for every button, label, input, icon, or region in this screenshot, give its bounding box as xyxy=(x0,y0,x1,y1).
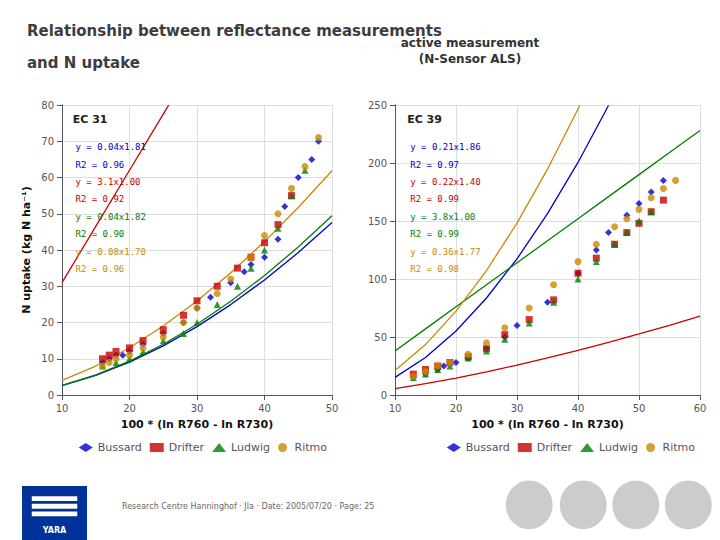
svg-text:10: 10 xyxy=(41,353,54,364)
svg-text:30: 30 xyxy=(191,403,204,414)
svg-text:active measurement: active measurement xyxy=(400,36,540,50)
svg-text:R2 = 0.99: R2 = 0.99 xyxy=(410,194,459,204)
svg-text:40: 40 xyxy=(258,403,271,414)
svg-text:R2 = 0.98: R2 = 0.98 xyxy=(410,264,459,274)
svg-text:80: 80 xyxy=(41,100,54,111)
svg-text:0: 0 xyxy=(48,390,54,401)
svg-text:R2 = 0.90: R2 = 0.90 xyxy=(76,229,125,239)
svg-text:Ludwig: Ludwig xyxy=(599,441,638,454)
svg-text:N uptake (kg N ha⁻¹): N uptake (kg N ha⁻¹) xyxy=(20,186,33,314)
svg-text:and N uptake: and N uptake xyxy=(27,54,140,72)
svg-text:R2 = 0.99: R2 = 0.99 xyxy=(410,229,459,239)
svg-text:R2 = 0.96: R2 = 0.96 xyxy=(76,264,125,274)
svg-text:Drifter: Drifter xyxy=(169,441,205,454)
svg-text:20: 20 xyxy=(123,403,136,414)
svg-text:y = 3.1x1.00: y = 3.1x1.00 xyxy=(76,177,141,187)
svg-text:Drifter: Drifter xyxy=(537,441,573,454)
svg-text:30: 30 xyxy=(511,403,524,414)
svg-text:y = 0.04x1.82: y = 0.04x1.82 xyxy=(76,212,146,222)
svg-text:R2 = 0.92: R2 = 0.92 xyxy=(76,194,125,204)
svg-text:150: 150 xyxy=(368,216,387,227)
svg-text:y = 3.8x1.00: y = 3.8x1.00 xyxy=(410,212,475,222)
svg-text:0: 0 xyxy=(381,390,387,401)
svg-text:EC 39: EC 39 xyxy=(407,113,442,126)
svg-text:10: 10 xyxy=(56,403,69,414)
svg-text:Relationship between reflectan: Relationship between reflectance measure… xyxy=(27,22,442,40)
svg-text:70: 70 xyxy=(41,136,54,147)
svg-text:100 * (ln R760 - ln R730): 100 * (ln R760 - ln R730) xyxy=(121,418,273,431)
svg-text:(N-Sensor ALS): (N-Sensor ALS) xyxy=(419,52,521,66)
svg-text:40: 40 xyxy=(572,403,585,414)
svg-text:EC 31: EC 31 xyxy=(73,113,108,126)
svg-text:Bussard: Bussard xyxy=(466,441,510,454)
svg-text:50: 50 xyxy=(633,403,646,414)
svg-text:50: 50 xyxy=(326,403,339,414)
svg-text:200: 200 xyxy=(368,158,387,169)
svg-text:Research Centre Hanninghof · J: Research Centre Hanninghof · Jla · Date:… xyxy=(122,502,374,511)
svg-text:y = 0.21x1.86: y = 0.21x1.86 xyxy=(410,142,480,152)
svg-text:Ludwig: Ludwig xyxy=(231,441,270,454)
svg-text:100 * (ln R760 - ln R730): 100 * (ln R760 - ln R730) xyxy=(471,418,623,431)
svg-text:y = 0.22x1.40: y = 0.22x1.40 xyxy=(410,177,480,187)
svg-text:60: 60 xyxy=(41,172,54,183)
svg-text:50: 50 xyxy=(374,332,387,343)
svg-text:YARA: YARA xyxy=(42,526,67,535)
svg-text:y = 0.08x1.70: y = 0.08x1.70 xyxy=(76,247,146,257)
svg-text:Bussard: Bussard xyxy=(98,441,142,454)
svg-text:40: 40 xyxy=(41,245,54,256)
svg-text:60: 60 xyxy=(694,403,707,414)
svg-text:50: 50 xyxy=(41,208,54,219)
svg-text:R2 = 0.96: R2 = 0.96 xyxy=(76,160,125,170)
svg-text:10: 10 xyxy=(389,403,402,414)
svg-text:100: 100 xyxy=(368,274,387,285)
svg-text:30: 30 xyxy=(41,281,54,292)
svg-text:y = 0.04x1.81: y = 0.04x1.81 xyxy=(76,142,146,152)
svg-text:20: 20 xyxy=(450,403,463,414)
svg-text:250: 250 xyxy=(368,100,387,111)
svg-text:R2 = 0.97: R2 = 0.97 xyxy=(410,160,459,170)
svg-text:Ritmo: Ritmo xyxy=(663,441,696,454)
svg-text:y = 0.36x1.77: y = 0.36x1.77 xyxy=(410,247,480,257)
svg-text:Ritmo: Ritmo xyxy=(295,441,328,454)
svg-text:20: 20 xyxy=(41,317,54,328)
